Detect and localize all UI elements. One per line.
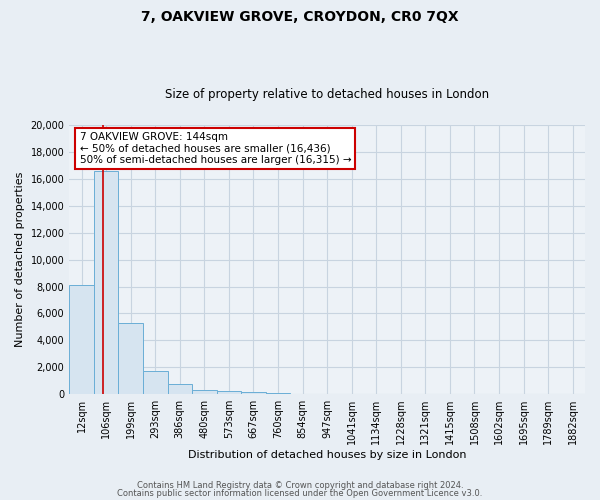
Bar: [241, 392, 266, 394]
Title: Size of property relative to detached houses in London: Size of property relative to detached ho…: [165, 88, 489, 102]
Bar: [217, 392, 241, 394]
Text: Contains HM Land Registry data © Crown copyright and database right 2024.: Contains HM Land Registry data © Crown c…: [137, 481, 463, 490]
Bar: [69, 285, 94, 394]
Bar: [143, 370, 167, 394]
Bar: [118, 323, 143, 394]
Bar: [266, 392, 290, 394]
Text: 7 OAKVIEW GROVE: 144sqm
← 50% of detached houses are smaller (16,436)
50% of sem: 7 OAKVIEW GROVE: 144sqm ← 50% of detache…: [80, 132, 351, 166]
Bar: [167, 384, 192, 394]
Y-axis label: Number of detached properties: Number of detached properties: [15, 172, 25, 348]
X-axis label: Distribution of detached houses by size in London: Distribution of detached houses by size …: [188, 450, 466, 460]
Text: Contains public sector information licensed under the Open Government Licence v3: Contains public sector information licen…: [118, 488, 482, 498]
Bar: [94, 171, 118, 394]
Text: 7, OAKVIEW GROVE, CROYDON, CR0 7QX: 7, OAKVIEW GROVE, CROYDON, CR0 7QX: [141, 10, 459, 24]
Bar: [192, 390, 217, 394]
